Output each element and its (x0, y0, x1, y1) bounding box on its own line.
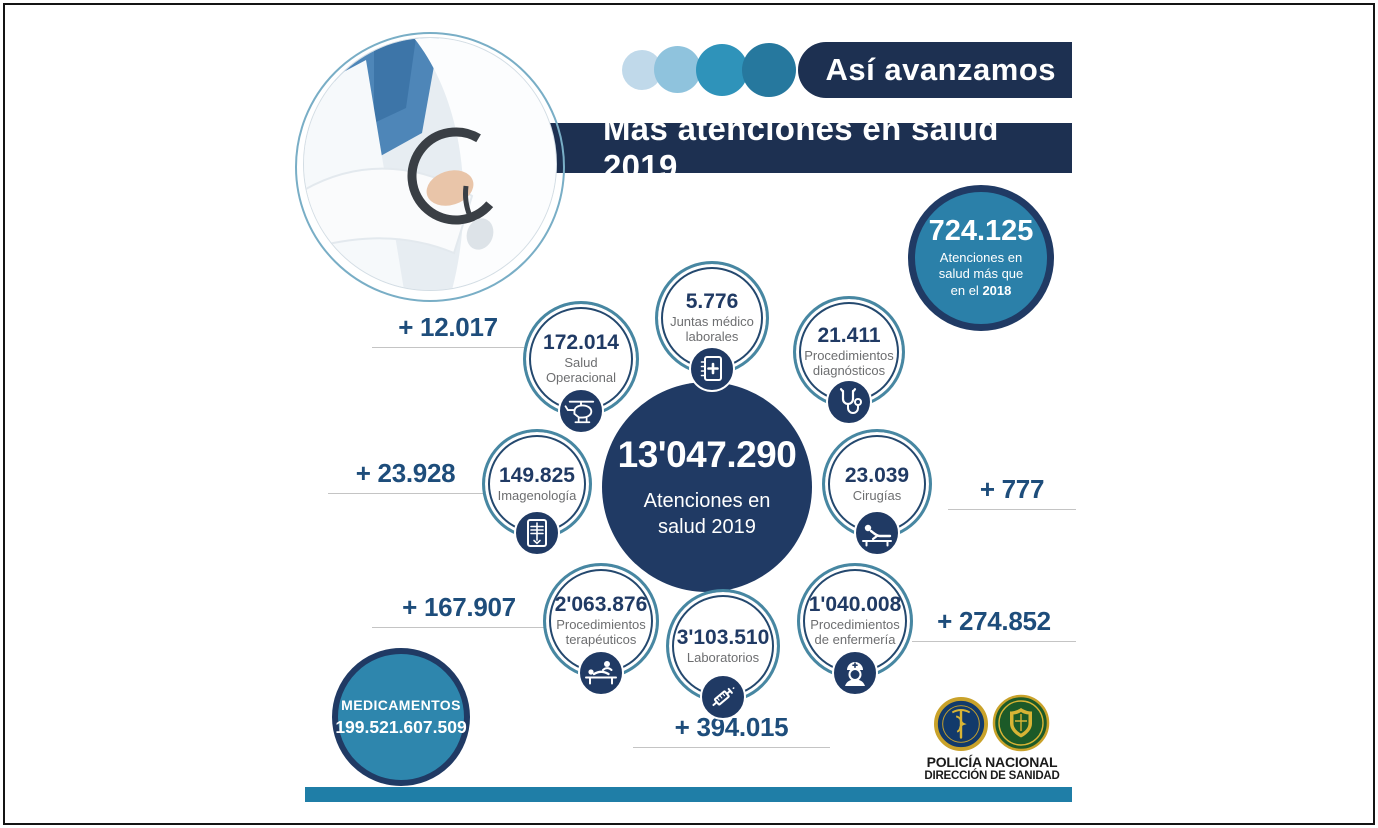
highlight-circle-increase-2018: 724.125 Atenciones en salud más que en e… (908, 185, 1054, 331)
stat-label: Juntas médico laborales (670, 314, 754, 344)
stat-value: 5.776 (685, 290, 739, 314)
stat-circle-imagenologia: 149.825 Imagenología (482, 429, 592, 556)
delta-salud-operacional: + 12.017 (372, 312, 524, 348)
stat-value: 23.039 (844, 463, 910, 487)
medications-circle: MEDICAMENTOS 199.521.607.509 (332, 648, 470, 786)
medications-value: 199.521.607.509 (335, 716, 467, 737)
medications-label: MEDICAMENTOS (341, 696, 461, 713)
stat-circle-salud-operacional: 172.014 Salud Operacional (523, 301, 639, 434)
highlight-label-line3: en el (950, 282, 979, 298)
stat-label: Laboratorios (686, 649, 760, 665)
stat-value: 1'040.008 (808, 593, 902, 617)
ribbon-dot-2 (654, 46, 701, 93)
organization-name: POLICÍA NACIONAL DIRECCIÓN DE SANIDAD (912, 754, 1072, 784)
tagline-banner: Así avanzamos (798, 42, 1072, 98)
therapy-table-icon (578, 650, 624, 696)
stat-circle-laboratorios: 3'103.510 Laboratorios (666, 589, 780, 720)
center-total-value: 13'047.290 (617, 434, 797, 475)
highlight-label-line2: salud más que (938, 266, 1024, 282)
stat-label: Imagenología (497, 487, 577, 503)
direccion-sanidad-logo (934, 696, 988, 757)
center-label-line1: Atenciones en (643, 490, 771, 512)
surgery-bed-icon (854, 510, 900, 556)
center-total-label: Atenciones en salud 2019 (644, 488, 771, 540)
delta-imagenologia: + 23.928 (328, 458, 483, 494)
stethoscope-icon (826, 379, 872, 425)
organization-line2: DIRECCIÓN DE SANIDAD (924, 770, 1060, 783)
bottom-accent-bar (305, 787, 1072, 802)
title-text: Más atenciones en salud 2019 (603, 110, 999, 185)
center-total-circle: 13'047.290 Atenciones en salud 2019 (602, 382, 812, 592)
stat-label: Procedimientos diagnósticos (804, 348, 894, 378)
delta-cirugias: + 777 (948, 474, 1076, 510)
stat-label: Procedimientos terapéuticos (556, 617, 646, 647)
center-label-line2: salud 2019 (658, 516, 756, 538)
ribbon-dot-3 (696, 44, 748, 96)
stat-value: 21.411 (817, 324, 881, 348)
photo-outline-ring (295, 32, 565, 302)
medical-board-icon (689, 346, 735, 392)
stat-label: Salud Operacional (545, 355, 617, 385)
stat-value: 3'103.510 (676, 625, 770, 649)
title-banner: Más atenciones en salud 2019 (545, 110, 1072, 185)
stat-value: 2'063.876 (554, 593, 648, 617)
stat-circle-juntas-medico-laborales: 5.776 Juntas médico laborales (655, 261, 769, 392)
highlight-label: Atenciones en salud más que en el 2018 (939, 250, 1024, 299)
doctor-photo (303, 37, 557, 291)
stat-circle-procedimientos-terapeuticos: 2'063.876 Procedimientos terapéuticos (543, 563, 659, 696)
policia-nacional-logo (992, 694, 1050, 757)
delta-procedimientos-de-enfermeria: + 274.852 (912, 606, 1076, 642)
delta-procedimientos-terapeuticos: + 167.907 (372, 592, 546, 628)
helicopter-icon (558, 388, 604, 434)
tagline-text: Así avanzamos (825, 52, 1056, 87)
highlight-value: 724.125 (928, 215, 1034, 248)
stat-value: 149.825 (499, 463, 575, 487)
stat-circle-procedimientos-diagnosticos: 21.411 Procedimientos diagnósticos (793, 296, 905, 425)
stat-label: Cirugías (852, 487, 902, 503)
stat-label: Procedimientos de enfermería (810, 617, 900, 647)
stat-value: 172.014 (543, 331, 619, 355)
nurse-icon (832, 650, 878, 696)
stat-circle-procedimientos-de-enfermeria: 1'040.008 Procedimientos de enfermería (797, 563, 913, 696)
ribbon-dot-4 (742, 43, 796, 97)
highlight-year: 2018 (982, 282, 1012, 298)
organization-line1: POLICÍA NACIONAL (926, 754, 1058, 770)
syringe-icon (700, 674, 746, 720)
x-ray-icon (514, 510, 560, 556)
highlight-label-line1: Atenciones en (939, 250, 1023, 266)
doctor-photo-illustration (304, 38, 556, 290)
stat-circle-cirugias: 23.039 Cirugías (822, 429, 932, 556)
